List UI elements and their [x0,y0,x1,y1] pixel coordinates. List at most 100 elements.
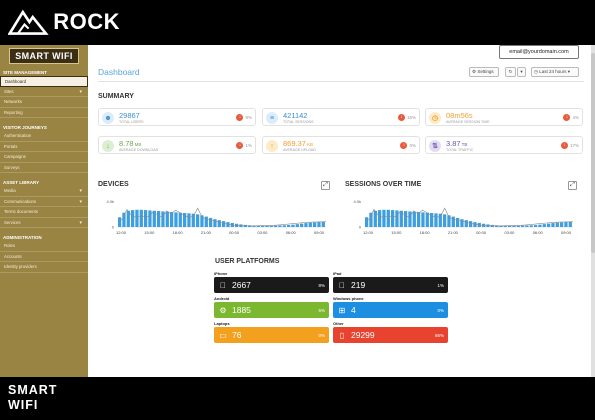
bar[interactable] [118,217,122,227]
bar[interactable] [421,212,425,228]
expand-sessions-button[interactable]: ⤢ [568,181,577,190]
bar[interactable] [551,223,555,227]
bar[interactable] [252,225,256,227]
platform-ipad[interactable]: iPad  219 1% [333,270,448,295]
bar[interactable] [568,221,572,227]
bar[interactable] [209,217,213,227]
bar[interactable] [187,213,191,227]
bar[interactable] [165,211,169,227]
bar[interactable] [183,213,187,227]
bar[interactable] [555,222,559,227]
bar[interactable] [395,210,399,227]
bar[interactable] [460,219,464,227]
summary-card[interactable]: ≡ 421142 TOTAL SESSIONS ↓ 15% [262,108,420,126]
bar[interactable] [269,225,273,227]
bar[interactable] [464,220,468,228]
bar[interactable] [204,216,208,227]
bar[interactable] [564,222,568,227]
summary-card[interactable]: ↓ 8.78MB AVERAGE DOWNLOAD ↓ 1% [98,136,256,154]
bar[interactable] [412,211,416,227]
bar[interactable] [256,225,260,227]
sidebar-item-communications[interactable]: Communications ▾ [0,197,88,207]
bar[interactable] [529,225,533,227]
scrollbar[interactable] [591,45,595,377]
refresh-button[interactable]: ↻ [505,67,516,77]
bar[interactable] [222,221,226,227]
bar[interactable] [417,212,421,227]
bar[interactable] [473,222,477,228]
bar[interactable] [144,210,148,227]
sidebar-item-campaigns[interactable]: Campaigns [0,152,88,163]
bar[interactable] [170,212,174,227]
bar[interactable] [508,225,512,228]
bar[interactable] [382,209,386,227]
bar[interactable] [200,215,204,227]
bar[interactable] [126,210,130,227]
sidebar-item-sites[interactable]: Sites ▾ [0,87,88,97]
bar[interactable] [516,225,520,227]
bar[interactable] [317,222,321,227]
summary-card[interactable]: ☻ 29867 TOTAL USERS ↓ 8% [98,108,256,126]
bar[interactable] [300,223,304,227]
sidebar-item-roles[interactable]: Roles [0,241,88,252]
bar[interactable] [430,213,434,227]
bar[interactable] [547,223,551,227]
bar[interactable] [265,225,269,228]
bar[interactable] [196,214,200,227]
bar[interactable] [560,222,564,227]
bar[interactable] [152,210,156,227]
bar[interactable] [447,215,451,227]
platform-iphone[interactable]: iPhone  2667 8% [214,270,329,295]
account-email-button[interactable]: email@yourdomain.com [499,45,579,59]
settings-button[interactable]: ⚙ Settings [469,67,499,77]
bar[interactable] [148,210,152,227]
bar[interactable] [282,225,286,227]
bar[interactable] [434,213,438,227]
bar[interactable] [321,221,325,227]
bar[interactable] [399,210,403,227]
bar[interactable] [378,210,382,227]
bar[interactable] [408,211,412,227]
bar[interactable] [161,211,165,227]
bar[interactable] [261,225,265,228]
bar[interactable] [217,220,221,228]
bar[interactable] [131,210,135,227]
bar[interactable] [369,212,373,227]
bar[interactable] [373,210,377,227]
bar[interactable] [512,225,516,228]
bar[interactable] [542,224,546,227]
sidebar-item-reporting[interactable]: Reporting [0,108,88,118]
bar[interactable] [438,213,442,227]
bar[interactable] [291,224,295,227]
sidebar-item-surveys[interactable]: Surveys [0,163,88,173]
bar[interactable] [174,212,178,228]
bar[interactable] [122,212,126,227]
bar[interactable] [295,224,299,227]
sidebar-item-authentication[interactable]: Authentication [0,131,88,142]
bar[interactable] [287,225,291,227]
bar[interactable] [386,209,390,227]
bar[interactable] [469,221,473,227]
sidebar-item-dashboard[interactable]: Dashboard [0,76,88,87]
bar[interactable] [365,217,369,227]
platform-laptops[interactable]: Laptops ▭ 76 0% [214,320,329,345]
bar[interactable] [525,225,529,228]
platform-other[interactable]: Other ▯ 29299 86% [333,320,448,345]
bar[interactable] [178,212,182,227]
summary-card[interactable]: ⇅ 3.87TB TOTAL TRAFFIC ↓ 17% [425,136,583,154]
bar[interactable] [139,209,143,227]
refresh-options-dropdown[interactable]: ▾ [517,67,526,77]
summary-card[interactable]: ↑ 869.37KB AVERAGE UPLOAD ↓ 0% [262,136,420,154]
sidebar-item-identity-providers[interactable]: Identity providers [0,262,88,273]
bar[interactable] [538,224,542,227]
bar[interactable] [456,217,460,227]
rock-logo[interactable]: ROCK [8,6,120,38]
bar[interactable] [304,223,308,227]
sidebar-item-media[interactable]: Media ▾ [0,186,88,197]
sidebar-item-portals[interactable]: Portals [0,142,88,152]
platform-android[interactable]: Android ⚙ 1885 5% [214,295,329,320]
bar[interactable] [274,225,278,227]
bar[interactable] [213,219,217,227]
bar[interactable] [135,209,139,227]
platform-windows-phone[interactable]: Windows phone ⊞ 4 0% [333,295,448,320]
